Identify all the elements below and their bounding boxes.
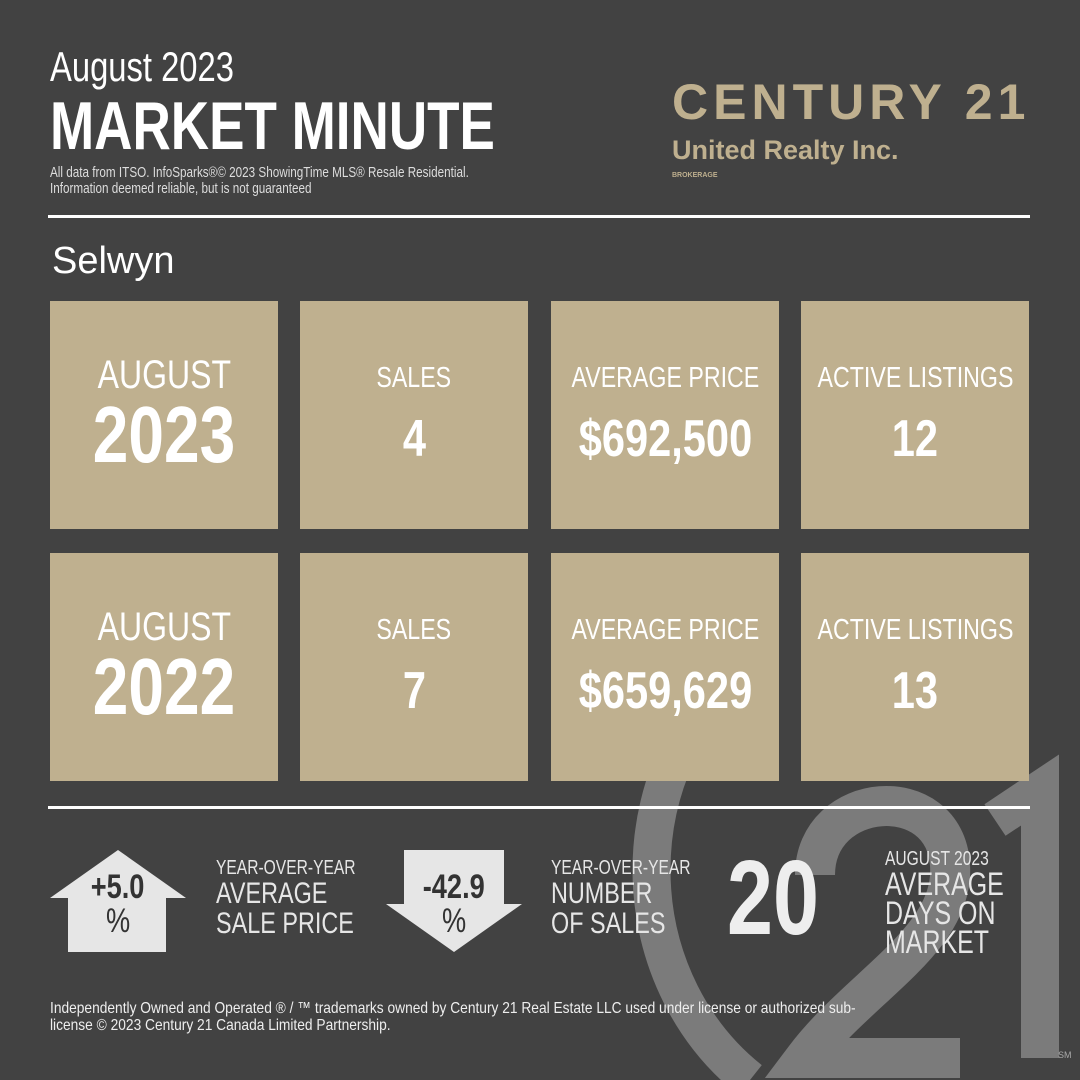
sales-label: SALES <box>376 613 452 646</box>
brand-logo: CENTURY 21 United Realty Inc. BROKERAGE <box>672 76 1030 179</box>
price-change-label-3: SALE PRICE <box>216 907 354 940</box>
dom-label-2: AVERAGE <box>885 866 1004 902</box>
sales-value: 4 <box>402 409 426 468</box>
sales-change-label-1: YEAR-OVER-YEAR <box>551 857 691 879</box>
period-card-2023: AUGUST 2023 <box>50 301 278 529</box>
period-year: 2023 <box>92 390 236 479</box>
divider-bottom <box>48 806 1030 809</box>
brand-name: CENTURY 21 <box>672 74 1031 130</box>
dom-label-4: MARKET <box>885 924 990 960</box>
period-year: 2022 <box>92 642 236 731</box>
area-name: Selwyn <box>52 240 175 282</box>
sales-card-2022: SALES 7 <box>300 553 528 781</box>
header-subtitle: August 2023 <box>50 43 234 90</box>
period-month: AUGUST <box>97 605 231 649</box>
disclaimer-line-1: All data from ITSO. InfoSparks®© 2023 Sh… <box>50 164 469 181</box>
price-change-value: +5.0 <box>91 868 145 906</box>
listings-card-2023: ACTIVE LISTINGS 12 <box>801 301 1029 529</box>
listings-value: 13 <box>891 661 939 720</box>
period-card-2022: AUGUST 2022 <box>50 553 278 781</box>
divider-top <box>48 215 1030 218</box>
page-title: MARKET MINUTE <box>50 88 495 164</box>
arrow-down-icon <box>386 850 522 952</box>
sales-change-value: -42.9 <box>423 868 485 906</box>
sales-value: 7 <box>402 661 426 720</box>
price-value: $659,629 <box>578 661 752 720</box>
price-value: $692,500 <box>578 409 752 468</box>
brand-tag: BROKERAGE <box>672 172 718 179</box>
price-change-unit: % <box>105 902 131 940</box>
sales-card-2023: SALES 4 <box>300 301 528 529</box>
disclaimer-line-2: Information deemed reliable, but is not … <box>50 180 312 197</box>
watermark-digit-two <box>764 786 971 1078</box>
sales-change-label-2: NUMBER <box>551 877 653 910</box>
footer-line-1: Independently Owned and Operated ® / ™ t… <box>50 1000 856 1017</box>
sales-change-label-3: OF SALES <box>551 907 666 940</box>
footer-line-2: license © 2023 Century 21 Canada Limited… <box>50 1017 391 1034</box>
dom-label-1: AUGUST 2023 <box>885 848 989 870</box>
arrow-up-icon <box>50 850 186 952</box>
listings-label: ACTIVE LISTINGS <box>817 361 1013 394</box>
listings-value: 12 <box>891 409 939 468</box>
price-change-label-2: AVERAGE <box>216 877 328 910</box>
price-card-2022: AVERAGE PRICE $659,629 <box>551 553 779 781</box>
listings-card-2022: ACTIVE LISTINGS 13 <box>801 553 1029 781</box>
days-on-market-value: 20 <box>727 839 819 957</box>
dom-label-3: DAYS ON <box>885 895 996 931</box>
price-change-label-1: YEAR-OVER-YEAR <box>216 857 356 879</box>
price-card-2023: AVERAGE PRICE $692,500 <box>551 301 779 529</box>
price-label: AVERAGE PRICE <box>571 361 759 394</box>
listings-label: ACTIVE LISTINGS <box>817 613 1013 646</box>
sales-change-unit: % <box>441 902 467 940</box>
watermark-digit-one <box>984 754 1059 1058</box>
price-label: AVERAGE PRICE <box>571 613 759 646</box>
sales-label: SALES <box>376 361 452 394</box>
watermark-sm: SM <box>1058 1050 1072 1060</box>
period-month: AUGUST <box>97 353 231 397</box>
brand-office: United Realty Inc. <box>672 135 899 165</box>
